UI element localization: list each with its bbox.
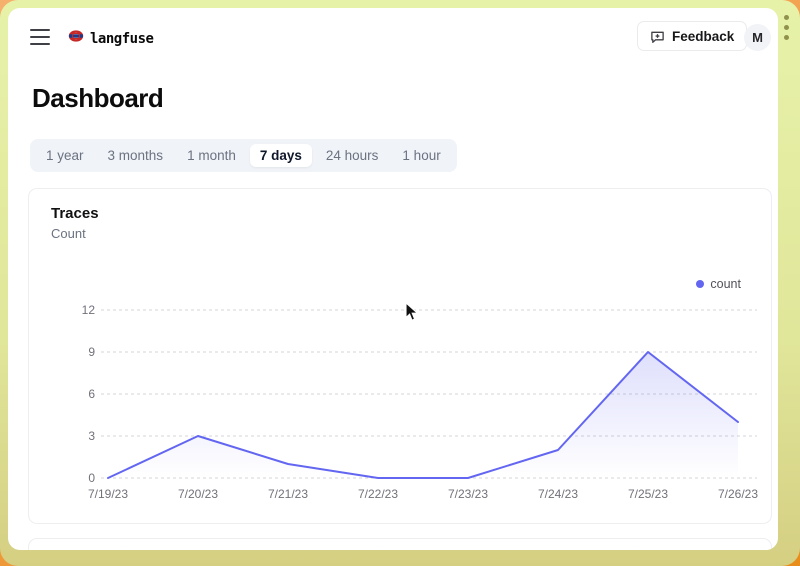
traces-area-chart[interactable]: 0 3 6 9 12 7/19/23 7/20/23 7/21/23 7/22/23 7/23/… bbox=[81, 296, 761, 508]
feedback-icon bbox=[650, 29, 665, 44]
chart-y-axis-labels: 0 3 6 9 12 bbox=[82, 303, 96, 485]
frame-dot bbox=[784, 35, 789, 40]
langfuse-logo-icon bbox=[68, 28, 84, 49]
card-title: Traces bbox=[51, 205, 99, 222]
chart-area-fill bbox=[108, 352, 738, 478]
legend-dot bbox=[696, 280, 705, 288]
svg-text:7/26/23: 7/26/23 bbox=[718, 487, 758, 501]
svg-text:7/25/23: 7/25/23 bbox=[628, 487, 668, 501]
page-title: Dashboard bbox=[32, 83, 164, 113]
brand[interactable]: langfuse bbox=[68, 28, 154, 49]
feedback-button[interactable]: Feedback bbox=[637, 21, 748, 51]
svg-text:7/19/23: 7/19/23 bbox=[88, 487, 128, 501]
frame-dot bbox=[784, 15, 789, 20]
avatar-initial: M bbox=[752, 30, 763, 45]
chart-line bbox=[107, 351, 739, 479]
legend-label: count bbox=[710, 277, 741, 291]
next-card-peek bbox=[28, 538, 772, 550]
svg-text:7/22/23: 7/22/23 bbox=[358, 487, 398, 501]
chart-legend: count bbox=[696, 277, 741, 291]
avatar[interactable]: M bbox=[744, 24, 771, 51]
svg-text:0: 0 bbox=[88, 471, 95, 485]
chart-x-axis-labels: 7/19/23 7/20/23 7/21/23 7/22/23 7/23/23 7/24/… bbox=[88, 487, 758, 501]
frame-dot bbox=[784, 25, 789, 30]
tab-1-year[interactable]: 1 year bbox=[46, 148, 84, 163]
card-subtitle: Count bbox=[51, 226, 86, 241]
menu-icon[interactable] bbox=[30, 29, 50, 45]
traces-card: Traces Count count 0 3 6 9 12 7/19/23 7/20/23… bbox=[28, 188, 772, 524]
tab-7-days[interactable]: 7 days bbox=[249, 144, 312, 167]
svg-text:9: 9 bbox=[88, 345, 95, 359]
feedback-label: Feedback bbox=[672, 28, 735, 44]
brand-name: langfuse bbox=[90, 30, 154, 47]
svg-text:12: 12 bbox=[82, 303, 96, 317]
tab-1-hour[interactable]: 1 hour bbox=[402, 148, 441, 163]
svg-text:7/20/23: 7/20/23 bbox=[178, 487, 218, 501]
tab-1-month[interactable]: 1 month bbox=[187, 148, 236, 163]
app-window: langfuse Feedback M Dashboard 1 year 3 m… bbox=[8, 8, 778, 550]
svg-text:7/24/23: 7/24/23 bbox=[538, 487, 578, 501]
time-range-tabs: 1 year 3 months 1 month 7 days 24 hours … bbox=[30, 139, 457, 172]
tab-3-months[interactable]: 3 months bbox=[107, 148, 164, 163]
svg-text:3: 3 bbox=[88, 429, 95, 443]
tab-24-hours[interactable]: 24 hours bbox=[325, 148, 379, 163]
svg-text:7/23/23: 7/23/23 bbox=[448, 487, 488, 501]
svg-text:7/21/23: 7/21/23 bbox=[268, 487, 308, 501]
topbar: langfuse Feedback M bbox=[8, 8, 778, 68]
svg-text:6: 6 bbox=[88, 387, 95, 401]
